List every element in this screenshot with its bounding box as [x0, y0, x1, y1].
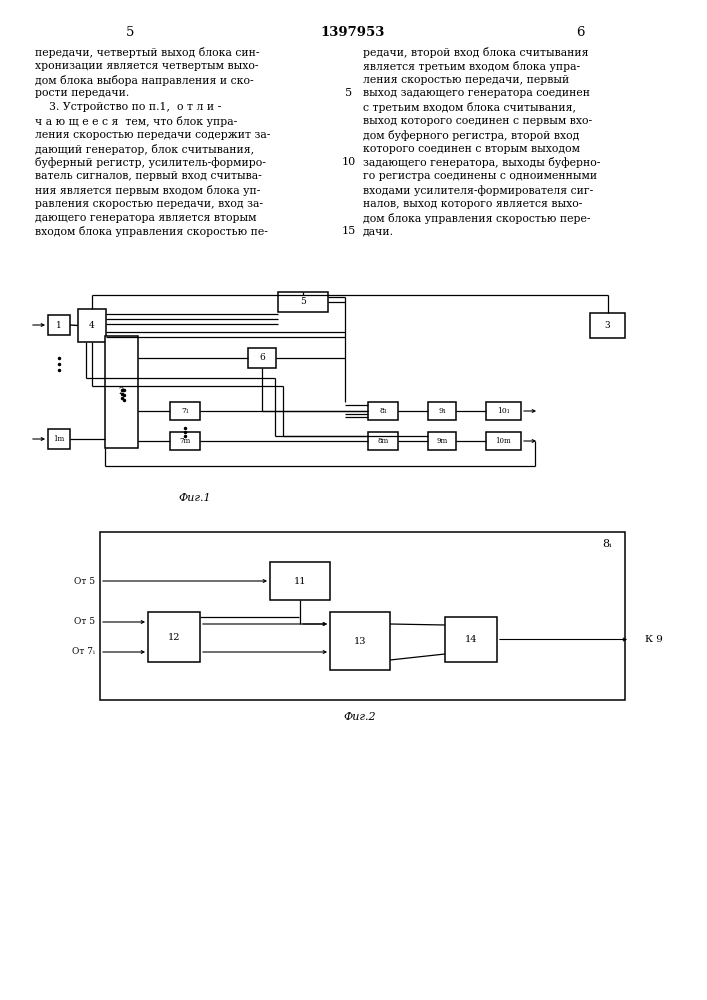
- Text: 5: 5: [126, 26, 134, 39]
- Text: 1m: 1m: [53, 435, 64, 443]
- Text: 9₁: 9₁: [438, 407, 446, 415]
- Bar: [278, 292, 328, 312]
- Text: От 7ᵢ: От 7ᵢ: [72, 648, 95, 656]
- Text: которого соединен с вторым выходом: которого соединен с вторым выходом: [363, 144, 580, 154]
- Text: 8₁: 8₁: [379, 407, 387, 415]
- Text: выход задающего генератора соединен: выход задающего генератора соединен: [363, 88, 590, 98]
- Text: дом буферного регистра, второй вход: дом буферного регистра, второй вход: [363, 130, 579, 141]
- Bar: [170, 402, 200, 420]
- Text: дающего генератора является вторым: дающего генератора является вторым: [35, 213, 257, 223]
- Text: 10: 10: [342, 157, 356, 167]
- Bar: [368, 432, 398, 450]
- Text: ч а ю щ е е с я  тем, что блок упра-: ч а ю щ е е с я тем, что блок упра-: [35, 116, 238, 127]
- Bar: [48, 429, 70, 449]
- Bar: [590, 313, 625, 338]
- Text: 8m: 8m: [378, 437, 389, 445]
- Bar: [486, 432, 521, 450]
- Text: 10m: 10m: [496, 437, 511, 445]
- Text: К 9: К 9: [645, 635, 663, 644]
- Text: дающий генератор, блок считывания,: дающий генератор, блок считывания,: [35, 144, 254, 155]
- Text: дом блока управления скоростью пере-: дом блока управления скоростью пере-: [363, 213, 590, 224]
- Text: 7m: 7m: [180, 437, 191, 445]
- Text: 10₁: 10₁: [497, 407, 510, 415]
- Text: задающего генератора, выходы буферно-: задающего генератора, выходы буферно-: [363, 157, 600, 168]
- Bar: [78, 309, 106, 342]
- Text: хронизации является четвертым выхо-: хронизации является четвертым выхо-: [35, 61, 259, 71]
- Bar: [170, 432, 200, 450]
- Text: Фиг.1: Фиг.1: [179, 493, 211, 503]
- Bar: [486, 402, 521, 420]
- Text: 5: 5: [346, 88, 353, 98]
- Text: ления скоростью передачи, первый: ления скоростью передачи, первый: [363, 75, 569, 85]
- Bar: [100, 532, 625, 700]
- Bar: [270, 562, 330, 600]
- Text: От 5: От 5: [74, 576, 95, 585]
- Text: с третьим входом блока считывания,: с третьим входом блока считывания,: [363, 102, 576, 113]
- Text: 14: 14: [464, 635, 477, 644]
- Text: 1: 1: [56, 320, 62, 330]
- Text: является третьим входом блока упра-: является третьим входом блока упра-: [363, 61, 580, 72]
- Bar: [330, 612, 390, 670]
- Text: 11: 11: [293, 576, 306, 585]
- Text: Фиг.2: Фиг.2: [344, 712, 376, 722]
- Text: От 5: От 5: [74, 617, 95, 626]
- Text: редачи, второй вход блока считывания: редачи, второй вход блока считывания: [363, 47, 588, 58]
- Text: 5: 5: [300, 298, 306, 306]
- Text: ления скоростью передачи содержит за-: ления скоростью передачи содержит за-: [35, 130, 270, 140]
- Text: го регистра соединены с одноименными: го регистра соединены с одноименными: [363, 171, 597, 181]
- Text: дом блока выбора направления и ско-: дом блока выбора направления и ско-: [35, 75, 254, 86]
- Text: 9m: 9m: [436, 437, 448, 445]
- Text: 13: 13: [354, 637, 366, 646]
- Text: равления скоростью передачи, вход за-: равления скоростью передачи, вход за-: [35, 199, 263, 209]
- Bar: [105, 336, 138, 448]
- Text: налов, выход которого является выхо-: налов, выход которого является выхо-: [363, 199, 583, 209]
- Text: ватель сигналов, первый вход считыва-: ватель сигналов, первый вход считыва-: [35, 171, 262, 181]
- Text: буферный регистр, усилитель-формиро-: буферный регистр, усилитель-формиро-: [35, 157, 266, 168]
- Text: 4: 4: [89, 321, 95, 330]
- Text: 3: 3: [604, 321, 610, 330]
- Text: 6: 6: [575, 26, 584, 39]
- Bar: [48, 315, 70, 335]
- Text: ния является первым входом блока уп-: ния является первым входом блока уп-: [35, 185, 260, 196]
- Text: входом блока управления скоростью пе-: входом блока управления скоростью пе-: [35, 226, 268, 237]
- Text: 3. Устройство по п.1,  о т л и -: 3. Устройство по п.1, о т л и -: [35, 102, 221, 112]
- Text: 7₁: 7₁: [181, 407, 189, 415]
- Text: передачи, четвертый выход блока син-: передачи, четвертый выход блока син-: [35, 47, 259, 58]
- Text: 6: 6: [259, 354, 265, 362]
- Bar: [445, 617, 497, 662]
- Text: 1397953: 1397953: [321, 26, 385, 39]
- Text: входами усилителя-формирователя сиг-: входами усилителя-формирователя сиг-: [363, 185, 593, 196]
- Text: 2: 2: [119, 387, 124, 396]
- Text: 12: 12: [168, 633, 180, 642]
- Bar: [428, 402, 456, 420]
- Text: выход которого соединен с первым вхо-: выход которого соединен с первым вхо-: [363, 116, 592, 126]
- Bar: [368, 402, 398, 420]
- Text: дачи.: дачи.: [363, 226, 394, 236]
- Bar: [428, 432, 456, 450]
- Text: 15: 15: [342, 226, 356, 236]
- Text: рости передачи.: рости передачи.: [35, 88, 129, 98]
- Bar: [248, 348, 276, 368]
- Bar: [148, 612, 200, 662]
- Text: 8ᵢ: 8ᵢ: [602, 539, 612, 549]
